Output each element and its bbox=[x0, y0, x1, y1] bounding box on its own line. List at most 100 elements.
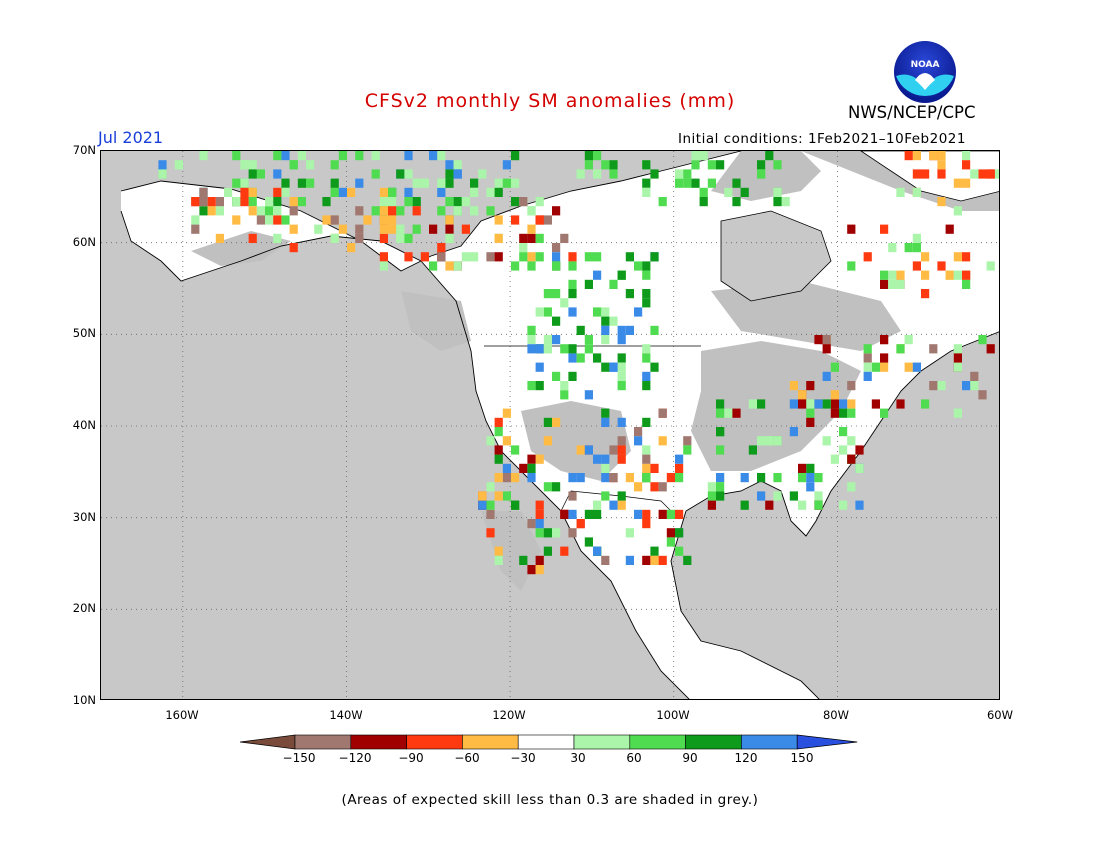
anomaly-cell bbox=[502, 178, 511, 188]
anomaly-cell bbox=[773, 197, 782, 207]
anomaly-cell bbox=[470, 206, 479, 216]
anomaly-cell bbox=[199, 187, 208, 197]
anomaly-cell bbox=[199, 206, 208, 216]
anomaly-cell bbox=[445, 160, 454, 170]
anomaly-cell bbox=[273, 187, 282, 197]
anomaly-cell bbox=[650, 252, 659, 262]
anomaly-map bbox=[100, 150, 1000, 700]
anomaly-cell bbox=[609, 473, 618, 483]
lon-label-80w: 80W bbox=[822, 708, 849, 722]
anomaly-cell bbox=[519, 197, 528, 207]
anomaly-cell bbox=[962, 151, 971, 161]
anomaly-cell bbox=[470, 187, 479, 197]
anomaly-cells bbox=[158, 151, 999, 575]
anomaly-cell bbox=[494, 417, 503, 427]
anomaly-cell bbox=[855, 463, 864, 473]
anomaly-cell bbox=[265, 197, 274, 207]
anomaly-cell bbox=[634, 436, 643, 446]
anomaly-cell bbox=[806, 473, 815, 483]
anomaly-cell bbox=[338, 224, 347, 234]
anomaly-cell bbox=[601, 408, 610, 418]
anomaly-cell bbox=[937, 169, 946, 179]
anomaly-cell bbox=[511, 215, 520, 225]
anomaly-cell bbox=[584, 151, 593, 161]
anomaly-cell bbox=[650, 482, 659, 492]
anomaly-cell bbox=[593, 252, 602, 262]
anomaly-cell bbox=[609, 160, 618, 170]
lon-label-160w: 160W bbox=[165, 708, 199, 722]
anomaly-cell bbox=[707, 160, 716, 170]
anomaly-cell bbox=[543, 307, 552, 317]
anomaly-cell bbox=[814, 500, 823, 510]
anomaly-cell bbox=[675, 169, 684, 179]
anomaly-cell bbox=[240, 160, 249, 170]
anomaly-cell bbox=[683, 169, 692, 179]
anomaly-cell bbox=[798, 399, 807, 409]
anomaly-cell bbox=[724, 187, 733, 197]
anomaly-cell bbox=[716, 445, 725, 455]
anomaly-cell bbox=[953, 206, 962, 216]
anomaly-cell bbox=[404, 187, 413, 197]
anomaly-cell bbox=[675, 546, 684, 556]
anomaly-cell bbox=[675, 509, 684, 519]
anomaly-cell bbox=[535, 362, 544, 372]
anomaly-cell bbox=[576, 473, 585, 483]
anomaly-cell bbox=[404, 197, 413, 207]
anomaly-cell bbox=[986, 344, 995, 354]
anomaly-cell bbox=[289, 206, 298, 216]
anomaly-cell bbox=[773, 187, 782, 197]
anomaly-cell bbox=[683, 445, 692, 455]
anomaly-cell bbox=[519, 555, 528, 565]
anomaly-cell bbox=[584, 344, 593, 354]
anomaly-cell bbox=[896, 187, 905, 197]
anomaly-cell bbox=[929, 381, 938, 391]
anomaly-cell bbox=[666, 509, 675, 519]
anomaly-cell bbox=[822, 436, 831, 446]
anomaly-cell bbox=[962, 270, 971, 280]
anomaly-cell bbox=[437, 178, 446, 188]
color-scale-swatch bbox=[517, 734, 575, 750]
anomaly-cell bbox=[593, 509, 602, 519]
color-scale-swatch bbox=[350, 734, 407, 750]
anomaly-cell bbox=[560, 509, 569, 519]
anomaly-cell bbox=[634, 307, 643, 317]
anomaly-cell bbox=[757, 399, 766, 409]
anomaly-cell bbox=[634, 482, 643, 492]
anomaly-cell bbox=[617, 445, 626, 455]
anomaly-cell bbox=[609, 362, 618, 372]
anomaly-cell bbox=[494, 427, 503, 437]
anomaly-cell bbox=[248, 197, 257, 207]
anomaly-cell bbox=[379, 233, 388, 243]
anomaly-cell bbox=[552, 482, 561, 492]
anomaly-cell bbox=[215, 206, 224, 216]
anomaly-cell bbox=[248, 169, 257, 179]
anomaly-cell bbox=[642, 298, 651, 308]
anomaly-cell bbox=[461, 252, 470, 262]
anomaly-cell bbox=[552, 252, 561, 262]
cb-label: −120 bbox=[338, 751, 372, 765]
anomaly-cell bbox=[625, 289, 634, 299]
anomaly-cell bbox=[355, 233, 364, 243]
anomaly-cell bbox=[584, 390, 593, 400]
anomaly-cell bbox=[617, 325, 626, 335]
anomaly-cell bbox=[240, 197, 249, 207]
anomaly-cell bbox=[486, 187, 495, 197]
anomaly-cell bbox=[248, 187, 257, 197]
anomaly-cell bbox=[617, 381, 626, 391]
anomaly-cell bbox=[962, 381, 971, 391]
anomaly-cell bbox=[568, 279, 577, 289]
anomaly-cell bbox=[593, 546, 602, 556]
anomaly-cell bbox=[511, 473, 520, 483]
anomaly-cell bbox=[437, 252, 446, 262]
anomaly-cell bbox=[568, 344, 577, 354]
anomaly-cell bbox=[642, 445, 651, 455]
anomaly-cell bbox=[543, 335, 552, 345]
anomaly-cell bbox=[765, 436, 774, 446]
anomaly-cell bbox=[789, 491, 798, 501]
anomaly-cell bbox=[232, 215, 241, 225]
anomaly-cell bbox=[330, 215, 339, 225]
anomaly-cell bbox=[740, 187, 749, 197]
cb-label: −150 bbox=[282, 751, 316, 765]
anomaly-cell bbox=[232, 151, 241, 161]
anomaly-cell bbox=[527, 335, 536, 345]
